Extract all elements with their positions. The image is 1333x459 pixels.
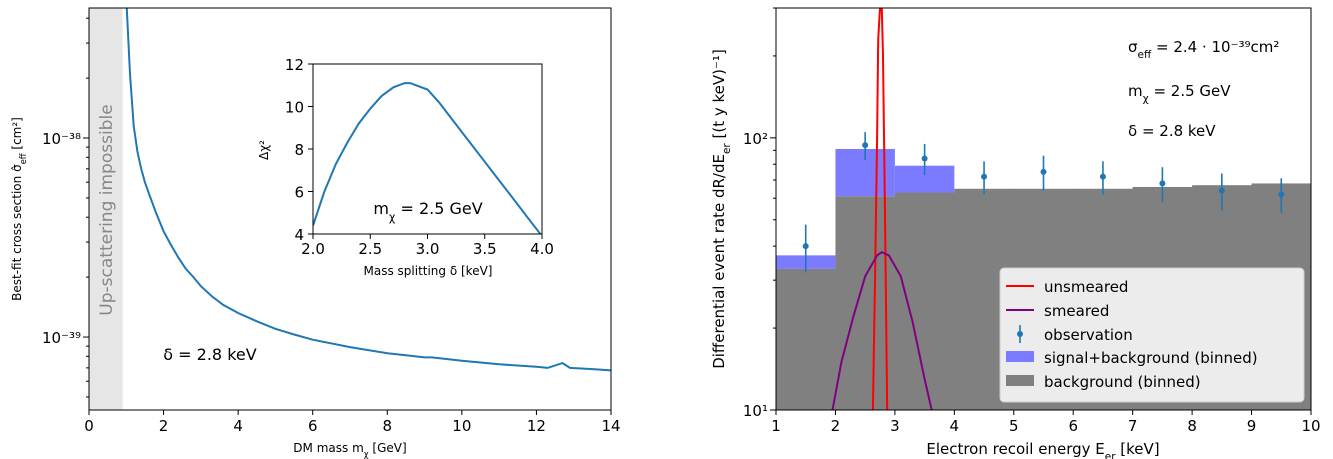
x-tick-label: 2: [831, 417, 841, 435]
inset-x-tick-label: 4.0: [530, 240, 554, 258]
cross-section-curve: [125, 8, 611, 372]
x-tick-label: 5: [1009, 417, 1019, 435]
x-tick-label: 2: [159, 417, 169, 435]
legend-label: smeared: [1044, 302, 1109, 320]
mass-annotation: mχ = 2.5 GeV: [373, 199, 482, 224]
inset-y-tick-label: 10: [285, 99, 304, 117]
unsmeared-curve: [871, 8, 889, 410]
legend: unsmeared smeared observation signal+backgr…: [999, 267, 1305, 403]
legend-box: [999, 267, 1305, 403]
delta-chi2-curve: [313, 82, 542, 234]
legend-label: background (binned): [1044, 373, 1201, 391]
observation-point: [1218, 187, 1225, 194]
smeared-curve: [831, 251, 933, 410]
x-tick-label: 8: [383, 417, 393, 435]
observation-point: [921, 155, 928, 162]
x-tick-label: 14: [601, 417, 620, 435]
legend-label: unsmeared: [1044, 278, 1128, 296]
y-tick-label: 10⁻³⁹: [42, 329, 81, 347]
parameter-annotation: δ = 2.8 keV: [1128, 122, 1216, 140]
legend-label: observation: [1044, 326, 1133, 344]
upscatter-shade: [89, 8, 123, 410]
x-tick-label: 10: [1301, 417, 1320, 435]
observation-point: [981, 173, 988, 180]
x-tick-label: 4: [950, 417, 960, 435]
legend-swatch-marker: [1017, 331, 1023, 337]
inset-panel: 2.0 2.5 3.0 3.5 4.0 4 6 8 10 12 Mass splitting δ […: [257, 56, 554, 278]
observation-point: [862, 142, 869, 149]
parameter-annotation: mχ = 2.5 GeV: [1128, 82, 1231, 105]
x-axis-label: Electron recoil energy Eer [keV]: [926, 440, 1159, 459]
background-bin: [894, 192, 955, 410]
right-axes-frame: [775, 7, 1312, 411]
x-tick-label: 0: [84, 417, 94, 435]
y-axis-label: Differential event rate dR/dEer [(t y ke…: [710, 49, 733, 369]
inset-y-tick-label: 4: [294, 226, 304, 244]
y-tick-label: 10⁻³⁸: [42, 130, 81, 148]
legend-label: signal+background (binned): [1044, 349, 1258, 367]
inset-x-tick-label: 2.5: [358, 240, 382, 258]
x-tick-label: 6: [1068, 417, 1078, 435]
inset-x-tick-label: 3.5: [473, 240, 497, 258]
observation-point: [802, 243, 809, 250]
x-tick-label: 7: [1128, 417, 1138, 435]
y-axis-label: Best-fit cross section σ̂eff [cm²]: [10, 117, 28, 301]
x-tick-label: 4: [233, 417, 243, 435]
x-tick-label: 1: [771, 417, 781, 435]
x-tick-label: 12: [527, 417, 546, 435]
x-tick-label: 10: [452, 417, 471, 435]
inset-y-tick-label: 12: [285, 56, 304, 74]
x-tick-label: 9: [1247, 417, 1257, 435]
parameter-annotation: σeff = 2.4 · 10⁻³⁹cm²: [1128, 38, 1279, 61]
legend-swatch: [1006, 375, 1034, 386]
y-tick-label: 10²: [743, 130, 768, 148]
observation-point: [1040, 168, 1047, 175]
inset-x-tick-label: 3.0: [416, 240, 440, 258]
inset-y-tick-label: 8: [294, 141, 304, 159]
x-tick-label: 6: [308, 417, 318, 435]
inset-y-tick-label: 6: [294, 184, 304, 202]
inset-x-tick-label: 2.0: [301, 240, 325, 258]
observation-point: [1159, 180, 1166, 187]
y-tick-label: 10¹: [743, 402, 768, 420]
inset-x-axis-label: Mass splitting δ [keV]: [364, 264, 493, 278]
left-axes-frame: [88, 7, 612, 411]
legend-swatch: [1006, 351, 1034, 362]
x-axis-label: DM mass mχ [GeV]: [293, 441, 406, 459]
observation-point: [1099, 173, 1106, 180]
upscatter-label: Up-scattering impossible: [97, 104, 117, 315]
observation-point: [1278, 191, 1285, 198]
inset-y-axis-label: Δχ²: [257, 140, 271, 160]
delta-annotation: δ = 2.8 keV: [163, 345, 256, 364]
right-panel: 1 2 3 4 5 6 7 8 9 10 10¹ 10² Electron recoil energy …: [710, 7, 1321, 459]
inset-background: [313, 64, 542, 234]
x-tick-label: 3: [890, 417, 900, 435]
x-tick-label: 8: [1187, 417, 1197, 435]
background-bin: [776, 268, 836, 410]
left-panel: Up-scattering impossible 0 2 4 6 8 10 12 14 10⁻³⁸…: [10, 7, 621, 459]
